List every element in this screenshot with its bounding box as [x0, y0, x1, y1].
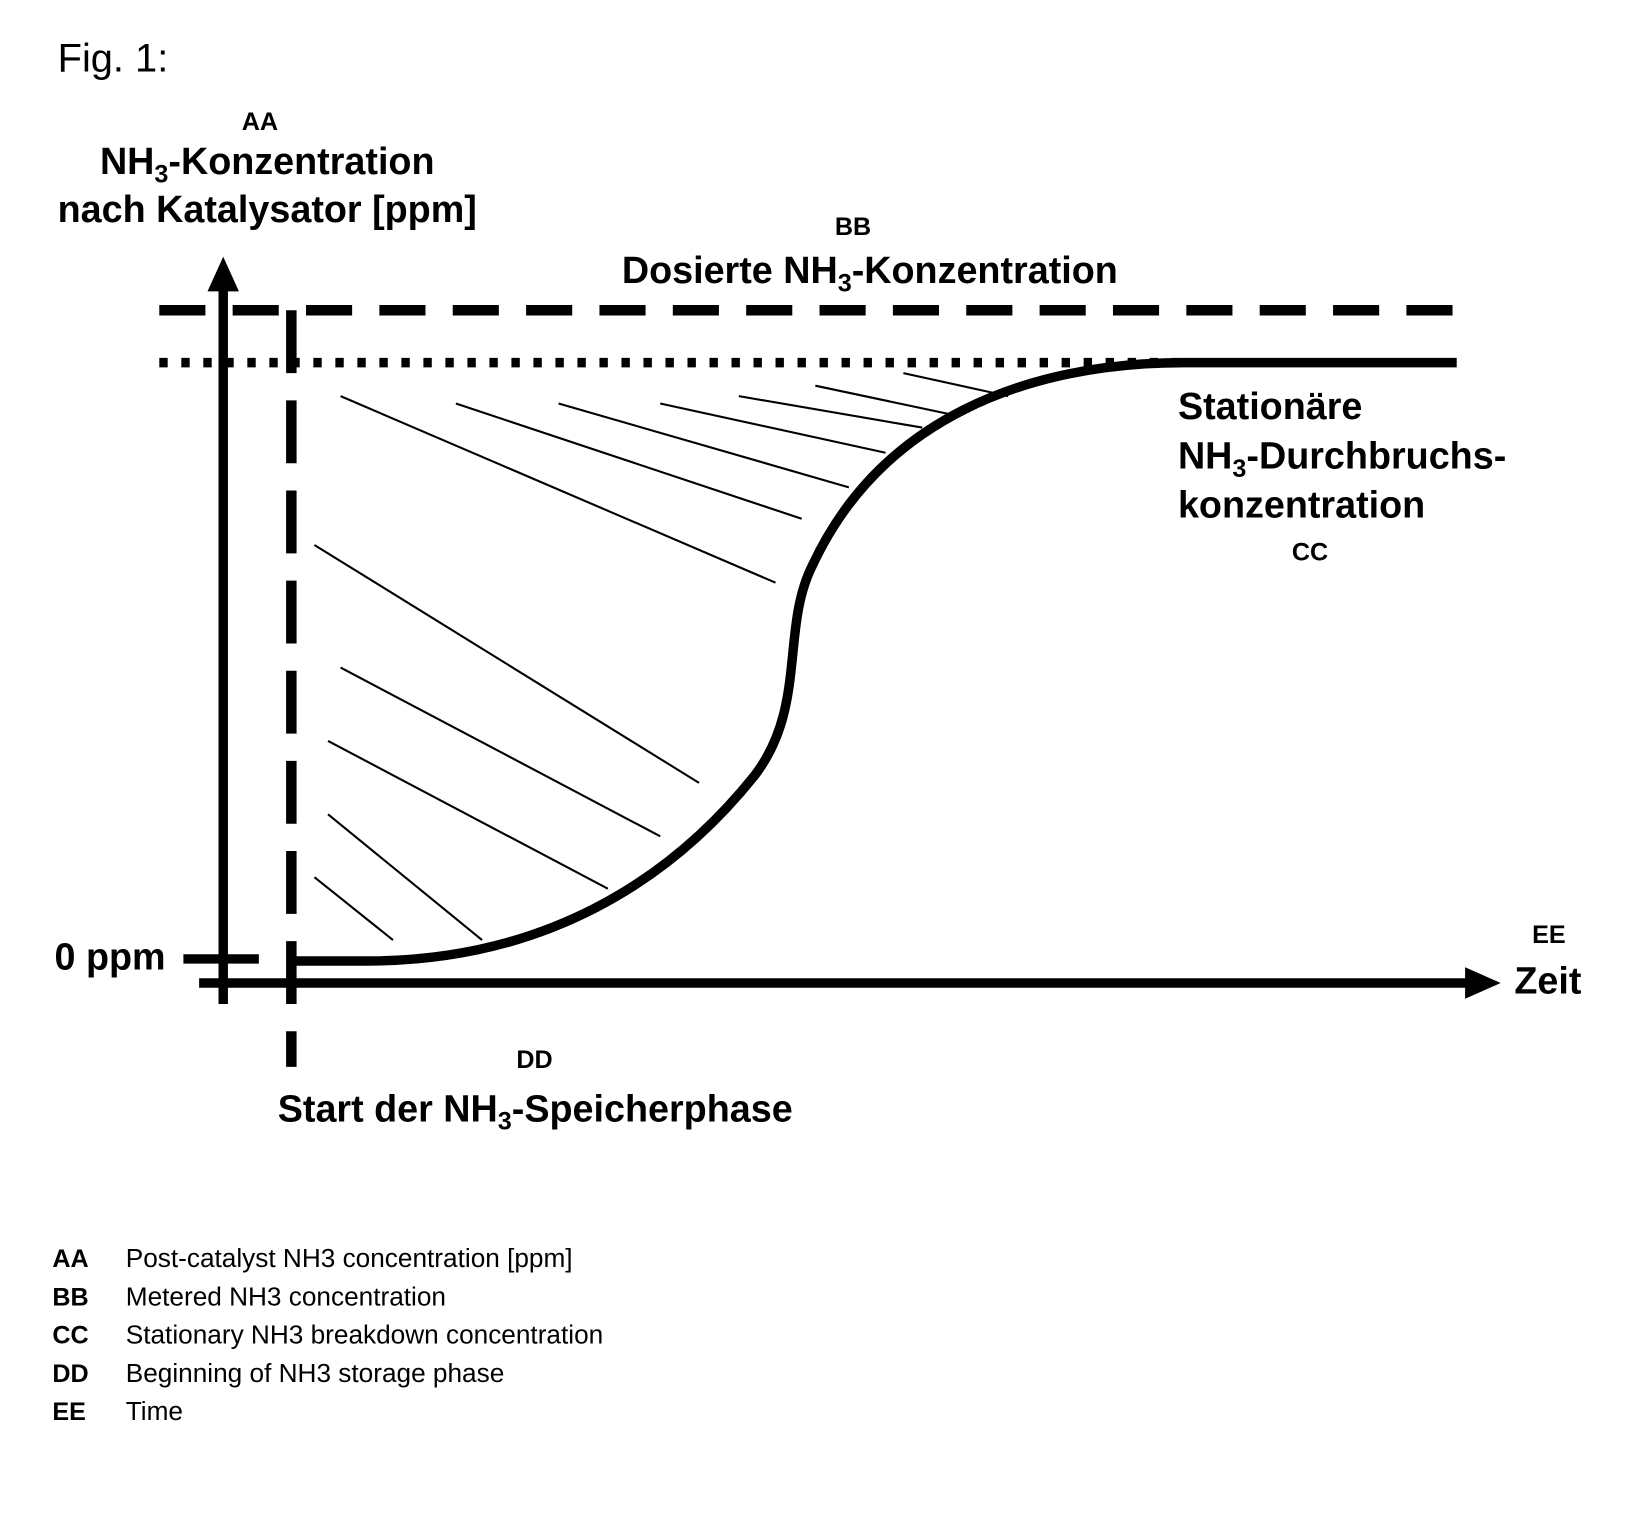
- legend-code: CC: [52, 1322, 88, 1350]
- legend: AA Post-catalyst NH3 concentration [ppm] B…: [52, 1243, 603, 1426]
- legend-text: Post-catalyst NH3 concentration [ppm]: [126, 1243, 573, 1273]
- text-part: -Konzentration: [168, 140, 434, 182]
- legend-code: EE: [52, 1398, 86, 1426]
- code-label: EE: [1532, 921, 1566, 949]
- axis-title: Zeit: [1514, 960, 1581, 1002]
- subscript: 3: [154, 160, 168, 188]
- code-label: BB: [835, 213, 871, 241]
- figure-label: Fig. 1:: [58, 36, 169, 80]
- arrow-head: [1465, 967, 1501, 999]
- text-part: Dosierte NH: [622, 249, 838, 291]
- text-part: NH: [1178, 434, 1232, 476]
- subscript: 3: [1232, 455, 1246, 483]
- legend-text: Time: [126, 1396, 183, 1426]
- drawing: [159, 256, 1501, 1067]
- code-label: AA: [242, 108, 278, 136]
- storage-label: Start der NH3-Speicherphase: [278, 1087, 793, 1135]
- stationary-label: NH3-Durchbruchs-: [1178, 434, 1506, 482]
- metered-label: Dosierte NH3-Konzentration: [622, 249, 1118, 297]
- legend-text: Metered NH3 concentration: [126, 1281, 446, 1311]
- text-part: Start der NH: [278, 1087, 498, 1129]
- legend-code: AA: [52, 1245, 88, 1273]
- stationary-label: konzentration: [1178, 484, 1425, 526]
- text-part: -Speicherphase: [512, 1087, 793, 1129]
- axis-title: nach Katalysator [ppm]: [58, 188, 477, 230]
- breakthrough-curve: [291, 357, 1457, 966]
- code-label: CC: [1292, 539, 1328, 567]
- axis-title: NH3-Konzentration: [100, 140, 435, 188]
- text-part: -Durchbruchs-: [1246, 434, 1506, 476]
- legend-text: Stationary NH3 breakdown concentration: [126, 1320, 603, 1350]
- text-part: -Konzentration: [852, 249, 1118, 291]
- legend-code: DD: [52, 1360, 88, 1388]
- arrow-head: [207, 256, 239, 292]
- zero-label: 0 ppm: [54, 935, 165, 977]
- figure-body: Fig. 1: AA NH3-Konzentration nach Kataly…: [52, 36, 1581, 1426]
- legend-code: BB: [52, 1283, 88, 1311]
- legend-text: Beginning of NH3 storage phase: [126, 1358, 505, 1388]
- hatching: [313, 372, 1009, 941]
- code-label: DD: [516, 1046, 552, 1074]
- subscript: 3: [498, 1108, 512, 1136]
- subscript: 3: [838, 269, 852, 297]
- text-part: NH: [100, 140, 154, 182]
- stationary-label: Stationäre: [1178, 385, 1362, 427]
